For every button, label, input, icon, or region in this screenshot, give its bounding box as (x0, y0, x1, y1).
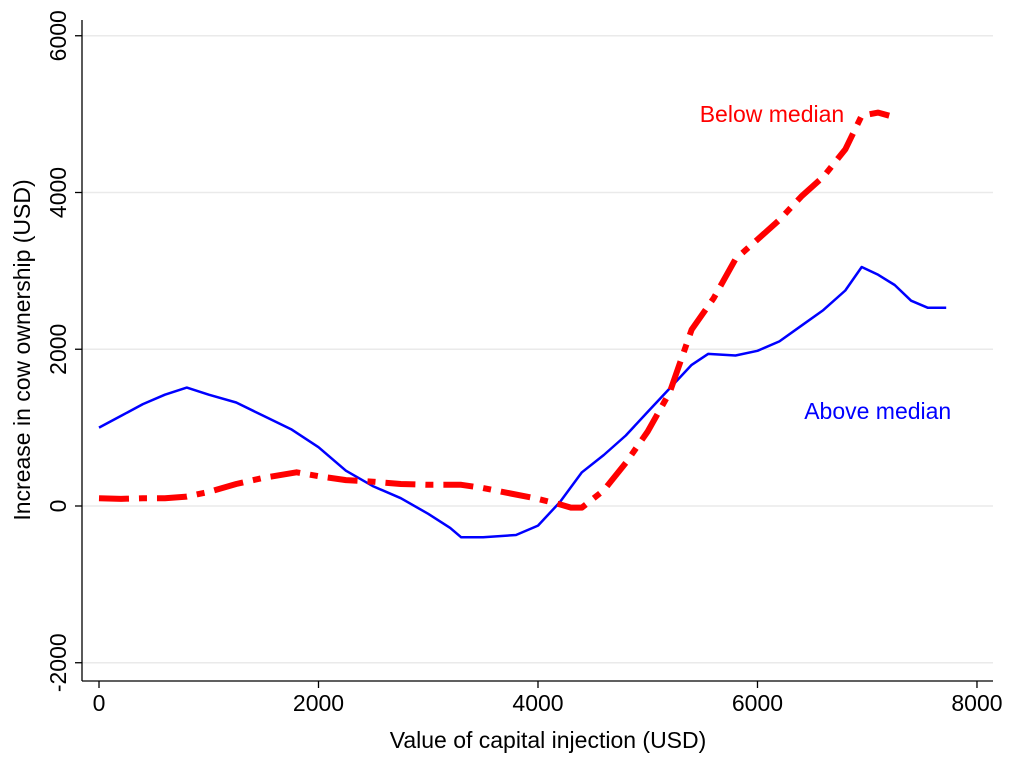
y-tick-label: 4000 (45, 167, 71, 218)
x-tick-label: 2000 (293, 690, 344, 716)
series-label: Above median (804, 398, 951, 424)
x-tick-label: 4000 (512, 690, 563, 716)
y-tick-label: 6000 (45, 10, 71, 61)
y-tick-label: 0 (45, 500, 71, 513)
series-label: Below median (700, 101, 844, 127)
y-tick-label: -2000 (45, 633, 71, 692)
x-tick-label: 6000 (732, 690, 783, 716)
x-tick-label: 0 (93, 690, 106, 716)
y-axis-label: Increase in cow ownership (USD) (9, 179, 35, 520)
x-axis-label: Value of capital injection (USD) (390, 727, 707, 753)
series-line (98, 109, 891, 511)
y-tick-label: 2000 (45, 324, 71, 375)
x-tick-label: 8000 (951, 690, 1002, 716)
